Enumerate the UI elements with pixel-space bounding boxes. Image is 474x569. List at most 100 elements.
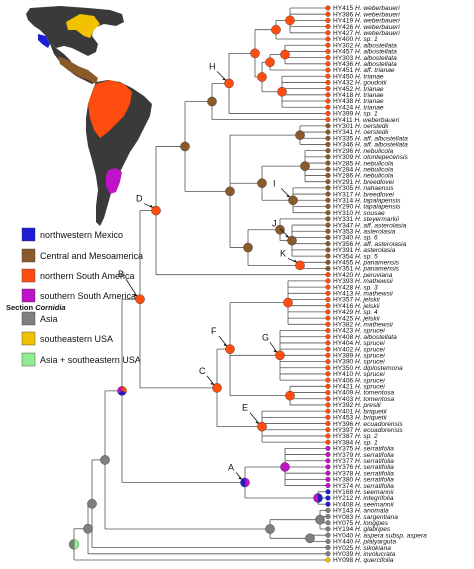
tip-species: H. jelskii [355,315,380,322]
tip-marker [325,532,331,538]
tip-label: HY212 H. integrifolia [333,495,394,502]
tip-label: HY408 H. albostellata [333,334,397,341]
ancestral-node-asia [315,514,325,525]
tip-id: HY347 [333,222,355,229]
legend-swatch-asia_se_usa [21,352,36,367]
tip-species: H. sprucei [355,340,385,347]
tip-species: H. sargentiana [355,514,398,521]
section-name: Cornidia [35,303,65,312]
tip-label: HY168 H. seemannii [333,489,394,496]
ancestral-node-slice-asia_se_usa [73,539,80,550]
tip-species: H. sikokiana [355,545,391,552]
tip-species: H. briquetii [355,408,387,415]
tip-marker [325,55,331,61]
tip-id: HY351 [333,266,355,273]
tip-label: HY379 H. serratifolia [333,452,394,459]
tip-species: H. sprucei [355,371,385,378]
tip-id: HY039 [333,551,355,558]
tip-label: HY404 H. sprucei [333,340,385,347]
tip-label: HY335 H. aff. albostellata [333,135,408,142]
tip-id: HY403 [333,396,355,403]
ancestral-node-northern_south_america [151,205,161,216]
tip-id: HY380 [333,477,355,484]
clade-annotations: A B C D E F G H I J K [118,61,298,480]
tip-marker [325,117,331,123]
tip-marker [325,396,331,402]
tip-species: H. nebulicola [355,160,393,167]
tip-marker [325,265,331,272]
tip-id: HY376 [333,464,355,471]
tip-marker [325,272,331,278]
tip-marker [325,135,331,141]
tip-marker [325,148,331,154]
legend-swatch-asia [21,311,36,326]
ancestral-node-asia [305,533,315,544]
tip-label: HY350 H. diplostemona [333,365,403,372]
tip-id: HY083 [333,514,355,521]
tip-species: H. seemannii [355,489,394,496]
tip-label: HY390 H. sprucei [333,359,385,366]
tip-label: HY025 H. sikokiana [333,545,391,552]
tip-marker [325,483,331,489]
tip-species: H. tapalapensis [355,197,401,204]
tip-id: HY429 [333,309,355,316]
tip-species: H. sprucei [355,346,385,353]
arrowhead [255,420,259,424]
tip-id: HY143 [333,508,355,515]
tip-marker [325,309,331,315]
tip-label: HY413 H. mathewsii [333,291,393,298]
tip-species: H. aff. asterolasia [355,241,407,248]
tip-marker [325,17,331,23]
tip-label: HY291 H. breedlovei [333,179,394,186]
tip-label: HY400 H. sp. 1 [333,36,378,43]
tip-label: HY389 H. sprucei [333,353,385,360]
tip-label: HY296 H. nebulicola [333,148,393,155]
tip-id: HY436 [333,61,355,68]
tip-id: HY335 [333,135,355,142]
tip-label: HY354 H. sp. 5 [333,253,378,260]
ancestral-node-northern_south_america [212,383,222,393]
tip-id: HY415 [333,5,355,12]
tip-marker [325,476,331,482]
ancestral-node-northern_south_america [265,57,275,68]
tip-id: HY357 [333,297,355,304]
tip-label: HY356 H. aff. asterolasia [333,241,407,248]
tip-label: HY387 H. sp. 2 [333,433,378,440]
phylogenetic-tree [73,7,328,561]
tip-species: H. peruviana [355,272,393,279]
tip-species: H. serratifolia [355,470,394,477]
node-label-K: K [280,248,286,258]
tip-id: HY382 [333,322,355,329]
tip-id: HY450 [333,73,355,80]
ancestral-node-asia [100,455,110,465]
tip-species: H. ecuadorensis [355,421,403,428]
tip-species: H. jelskii [355,297,380,304]
tip-species: H. goudotii [355,80,387,87]
tip-id: HY453 [333,415,355,422]
tip-marker [325,98,331,104]
tip-marker [325,179,331,185]
node-label-G: G [262,332,269,342]
arrowhead [149,204,153,208]
tip-marker [325,234,331,241]
tip-marker [325,321,331,327]
tip-marker [325,42,331,48]
tip-label: HY341 H. oerstedii [333,129,389,136]
tip-marker [325,110,331,116]
tip-species: H. sp. 4 [355,309,378,316]
arrowhead [133,293,137,297]
arrowhead [285,234,289,238]
tip-id: HY387 [333,433,355,440]
ancestral-node-central_mesoamerica [225,186,235,197]
tip-id: HY341 [333,129,355,136]
ancestral-node-southern_south_america [280,462,290,472]
tip-species: H. weberbaueri [355,5,400,12]
tip-species: H. serratifolia [355,458,394,465]
ancestral-node-slice-southern_south_america [117,386,123,394]
ancestral-node-central_mesoamerica [207,96,217,107]
region-northern-south-america [88,80,132,138]
tip-id: HY418 [333,92,355,99]
tip-id: HY428 [333,284,355,291]
tip-marker [325,30,331,36]
tip-species: H. otontepecensis [355,154,408,161]
